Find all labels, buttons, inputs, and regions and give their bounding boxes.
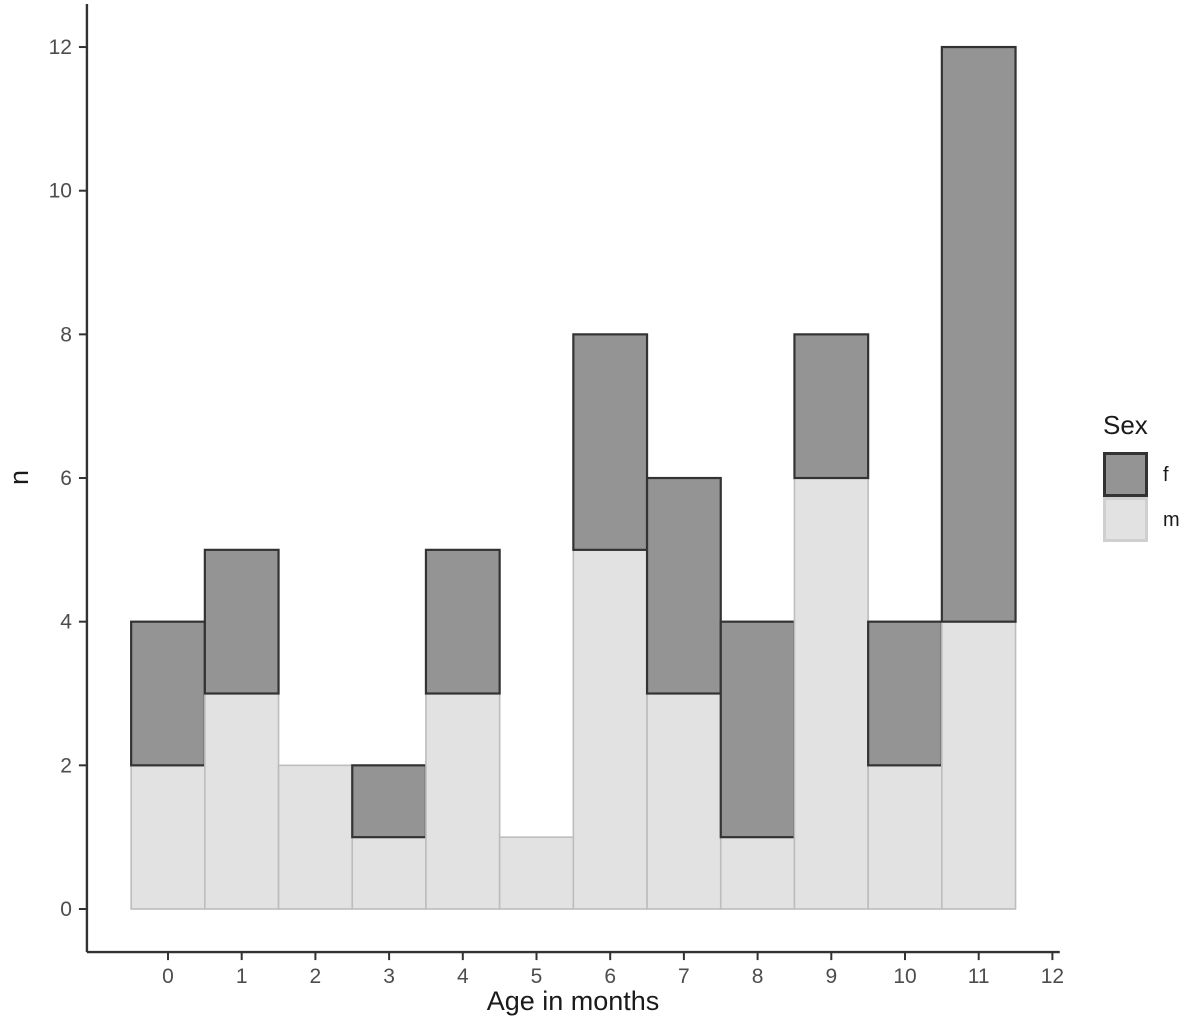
legend-swatch-m	[1103, 497, 1148, 542]
x-tick-label: 7	[678, 965, 690, 988]
y-axis-title: n	[4, 469, 35, 486]
bar-segment-m-10	[867, 764, 943, 910]
bar-segment-m-11	[941, 620, 1017, 910]
bar-segment-m-5	[498, 836, 575, 910]
bar-segment-f-11	[940, 45, 1017, 623]
bar-segment-f-3	[351, 764, 428, 839]
bar-segment-m-9	[793, 477, 869, 910]
x-tick-label: 10	[893, 965, 916, 988]
x-tick-label: 11	[968, 965, 990, 988]
x-tick-label: 12	[1041, 965, 1064, 988]
legend-swatch-f	[1103, 452, 1148, 497]
x-tick-label: 2	[310, 965, 322, 988]
bar-segment-m-3	[351, 836, 427, 910]
x-tick-label: 5	[531, 965, 543, 988]
bar-segment-m-2	[277, 764, 354, 910]
bar-segment-f-4	[424, 548, 501, 695]
x-tick-label: 1	[236, 965, 248, 988]
y-tick-label: 4	[60, 611, 72, 634]
bar-segment-f-6	[572, 333, 649, 551]
y-tick-label: 12	[49, 36, 72, 59]
bar-segment-m-0	[130, 764, 206, 910]
x-tick-label: 0	[162, 965, 174, 988]
legend-label-m: m	[1163, 508, 1180, 531]
bar-segment-m-8	[719, 836, 796, 910]
bar-segment-m-1	[204, 692, 280, 910]
x-axis-title: Age in months	[486, 986, 660, 1016]
bar-segment-f-7	[645, 476, 722, 695]
y-tick-label: 8	[60, 323, 72, 346]
bar-segment-m-6	[572, 549, 648, 910]
x-tick-label: 9	[825, 965, 837, 988]
y-tick-label: 6	[60, 467, 72, 490]
y-tick-label: 10	[49, 180, 72, 203]
bar-segment-f-9	[793, 333, 870, 480]
x-tick-label: 4	[457, 965, 469, 988]
y-tick-label: 2	[60, 754, 72, 777]
bar-segment-f-0	[130, 620, 206, 767]
bar-segment-f-10	[867, 620, 943, 767]
x-tick-label: 3	[383, 965, 395, 988]
bar-segment-f-8	[719, 620, 796, 839]
x-tick-label: 8	[752, 965, 764, 988]
legend-entry-f: f	[1103, 452, 1180, 497]
legend-title: Sex	[1103, 410, 1148, 440]
bar-segment-m-7	[646, 692, 722, 910]
bar-segment-m-4	[425, 692, 501, 910]
x-tick-label: 6	[604, 965, 616, 988]
legend-entry-m: m	[1103, 497, 1180, 542]
bar-segment-f-1	[203, 548, 280, 695]
y-tick-label: 0	[60, 898, 72, 921]
legend-label-f: f	[1163, 463, 1169, 486]
legend: Sex f m	[1103, 412, 1180, 542]
